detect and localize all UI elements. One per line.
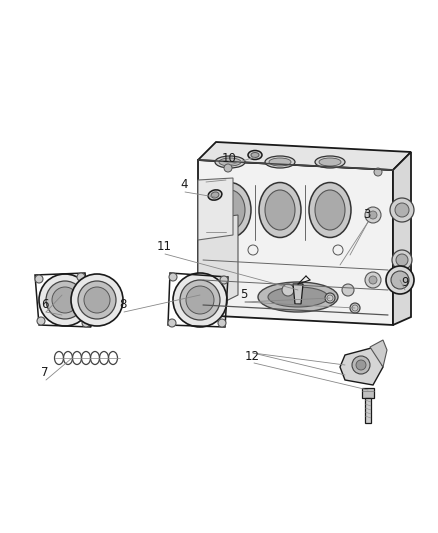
Circle shape: [369, 276, 377, 284]
Text: 11: 11: [156, 240, 172, 254]
Ellipse shape: [251, 152, 259, 157]
Ellipse shape: [265, 156, 295, 168]
Polygon shape: [340, 347, 383, 385]
Text: 4: 4: [180, 179, 188, 191]
Circle shape: [390, 198, 414, 222]
Polygon shape: [198, 178, 233, 240]
Circle shape: [325, 293, 335, 303]
Polygon shape: [293, 284, 303, 304]
Ellipse shape: [215, 190, 245, 230]
Polygon shape: [198, 215, 238, 315]
Ellipse shape: [258, 282, 338, 312]
Circle shape: [365, 272, 381, 288]
Circle shape: [392, 250, 412, 270]
Circle shape: [46, 281, 84, 319]
Polygon shape: [393, 152, 411, 325]
Polygon shape: [362, 388, 374, 398]
Bar: [365, 398, 371, 423]
Circle shape: [82, 319, 90, 327]
Circle shape: [71, 274, 123, 326]
Circle shape: [84, 287, 110, 313]
Circle shape: [37, 317, 45, 325]
Ellipse shape: [265, 190, 295, 230]
Text: 7: 7: [41, 367, 49, 379]
Circle shape: [180, 280, 220, 320]
Circle shape: [365, 207, 381, 223]
Circle shape: [220, 276, 228, 284]
Circle shape: [342, 284, 354, 296]
Circle shape: [386, 266, 414, 294]
Text: 3: 3: [363, 208, 371, 222]
Circle shape: [214, 206, 222, 214]
Circle shape: [396, 254, 408, 266]
Ellipse shape: [319, 158, 341, 166]
Ellipse shape: [315, 190, 345, 230]
Ellipse shape: [211, 192, 219, 198]
Ellipse shape: [208, 190, 222, 200]
Circle shape: [356, 360, 366, 370]
Circle shape: [169, 273, 177, 281]
Ellipse shape: [209, 182, 251, 238]
Circle shape: [224, 164, 232, 172]
Ellipse shape: [269, 158, 291, 166]
Ellipse shape: [219, 158, 241, 166]
Ellipse shape: [215, 156, 245, 168]
Ellipse shape: [315, 156, 345, 168]
Circle shape: [352, 356, 370, 374]
Text: 8: 8: [119, 298, 127, 311]
Circle shape: [282, 284, 294, 296]
Circle shape: [35, 275, 43, 283]
Polygon shape: [198, 160, 393, 325]
Ellipse shape: [248, 150, 262, 159]
Circle shape: [350, 303, 360, 313]
Circle shape: [78, 281, 116, 319]
Circle shape: [395, 203, 409, 217]
Ellipse shape: [259, 182, 301, 238]
Circle shape: [173, 273, 227, 327]
Polygon shape: [370, 340, 387, 367]
Circle shape: [210, 202, 226, 218]
Text: 12: 12: [244, 350, 259, 362]
Text: 9: 9: [401, 276, 409, 288]
Text: 10: 10: [222, 151, 237, 165]
Circle shape: [374, 168, 382, 176]
Circle shape: [168, 319, 176, 327]
Text: 6: 6: [41, 298, 49, 311]
Circle shape: [218, 319, 226, 327]
Ellipse shape: [309, 182, 351, 238]
Circle shape: [39, 274, 91, 326]
Circle shape: [186, 286, 214, 314]
Polygon shape: [198, 142, 411, 170]
Circle shape: [77, 273, 85, 281]
Ellipse shape: [268, 287, 328, 307]
Circle shape: [369, 211, 377, 219]
Circle shape: [52, 287, 78, 313]
Text: 5: 5: [240, 288, 247, 302]
Circle shape: [210, 267, 226, 283]
Circle shape: [214, 271, 222, 279]
Circle shape: [391, 271, 409, 289]
